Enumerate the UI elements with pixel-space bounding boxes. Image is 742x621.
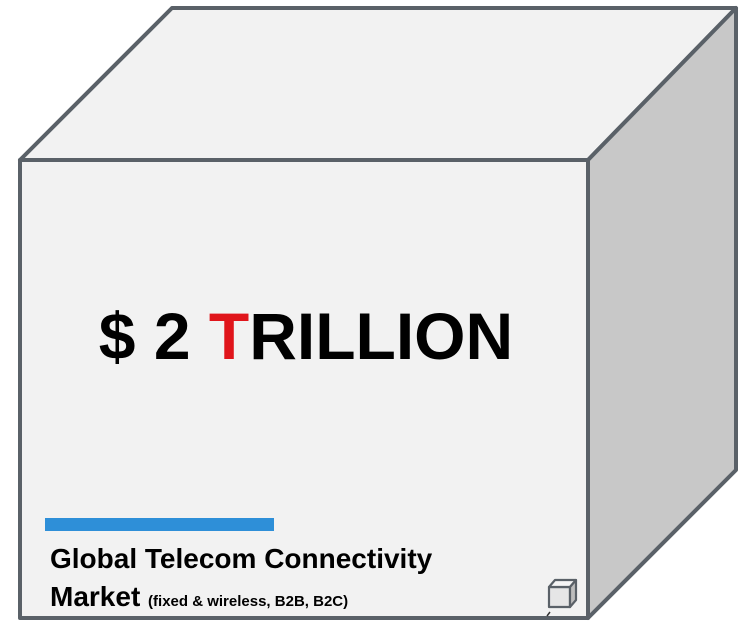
headline-accent-letter: T — [208, 299, 250, 373]
headline-suffix: RILLION — [249, 299, 514, 373]
market-caption: Global Telecom Connectivity Market (fixe… — [50, 540, 432, 616]
accent-bar — [45, 518, 274, 531]
cube-icon — [546, 578, 578, 617]
headline-prefix: $ 2 — [98, 299, 209, 373]
caption-line-2: Market (fixed & wireless, B2B, B2C) — [50, 578, 432, 616]
caption-market-word: Market — [50, 581, 141, 612]
cube-front-face — [18, 158, 590, 620]
market-size-headline: $ 2 TRILLION — [22, 296, 590, 376]
caption-scope-note: (fixed & wireless, B2B, B2C) — [148, 593, 349, 610]
caption-line-1: Global Telecom Connectivity — [50, 543, 433, 574]
